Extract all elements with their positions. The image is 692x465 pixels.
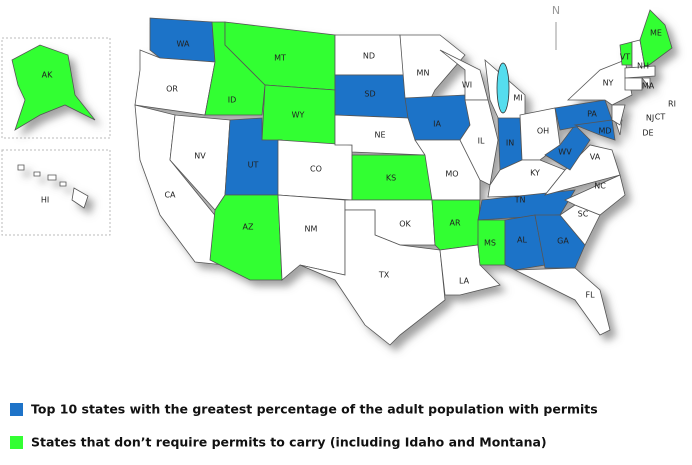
state xyxy=(624,77,643,91)
state-label: HI xyxy=(41,196,49,205)
state-label: SD xyxy=(364,90,375,99)
legend: Top 10 states with the greatest percenta… xyxy=(10,402,598,450)
state-label: MT xyxy=(274,54,286,63)
state-label: KY xyxy=(530,169,540,178)
state-label: NY xyxy=(603,79,614,88)
state xyxy=(11,44,96,131)
state-label: OH xyxy=(537,127,549,136)
state-label: DE xyxy=(642,129,653,138)
state xyxy=(641,77,651,90)
state-label: NC xyxy=(594,182,606,191)
state-label: MS xyxy=(484,239,496,248)
state xyxy=(534,214,586,269)
state-label: RI xyxy=(668,100,676,109)
hawaii-inset xyxy=(1,149,111,236)
state-label: LA xyxy=(459,277,470,286)
state xyxy=(17,164,89,209)
state xyxy=(504,214,546,271)
state-label: UT xyxy=(248,161,259,170)
state-label: WV xyxy=(558,148,572,157)
legend-label: States that don’t require permits to car… xyxy=(31,435,547,450)
legend-swatch xyxy=(10,436,23,449)
state xyxy=(477,219,506,266)
state-label: KS xyxy=(386,174,396,183)
state xyxy=(566,59,633,106)
state-label: AR xyxy=(449,219,460,228)
state-label: NH xyxy=(637,62,649,71)
legend-swatch xyxy=(10,403,23,416)
state-label: VA xyxy=(590,153,601,162)
state xyxy=(544,124,591,171)
state-label: VT xyxy=(620,53,630,62)
state-label: IN xyxy=(506,139,514,148)
state-label: OR xyxy=(166,85,178,94)
state-label: AK xyxy=(42,71,53,80)
alaska-inset xyxy=(1,37,111,139)
lake-michigan xyxy=(496,62,510,114)
state-label: IL xyxy=(478,137,485,146)
state-label: ND xyxy=(363,52,375,61)
state-label: WY xyxy=(292,111,305,120)
state xyxy=(487,159,566,198)
state-label: NM xyxy=(305,225,318,234)
state-label: PA xyxy=(587,110,597,119)
state-label: FL xyxy=(585,291,595,300)
state xyxy=(573,119,616,141)
state-label: CO xyxy=(310,165,322,174)
state-label: AL xyxy=(517,236,527,245)
state-label: MO xyxy=(445,170,458,179)
state-label: MN xyxy=(417,69,430,78)
state-label: CA xyxy=(164,191,176,200)
legend-label: Top 10 states with the greatest percenta… xyxy=(31,402,598,417)
compass-label: N xyxy=(552,4,560,17)
state-label: CT xyxy=(655,113,666,122)
state-label: MD xyxy=(598,127,611,136)
state-label: OK xyxy=(399,220,411,229)
state xyxy=(209,194,283,281)
state-label: MA xyxy=(642,82,655,91)
state-label: ME xyxy=(650,29,662,38)
state-label: NJ xyxy=(646,114,654,123)
states xyxy=(11,9,673,346)
compass: N xyxy=(552,4,560,50)
state-label: NV xyxy=(194,152,206,161)
state-label: TN xyxy=(514,196,526,205)
state-label: SC xyxy=(578,210,589,219)
state xyxy=(404,94,471,141)
state-label: GA xyxy=(557,237,569,246)
state-label: NE xyxy=(374,131,385,140)
state xyxy=(624,65,656,79)
state-label: IA xyxy=(433,120,441,129)
state xyxy=(299,209,446,346)
state xyxy=(564,174,626,216)
state-label: TX xyxy=(378,271,390,280)
state-label: WI xyxy=(462,81,472,90)
state xyxy=(611,104,626,126)
state-label: AZ xyxy=(243,223,254,232)
state-label: ID xyxy=(228,96,237,105)
state xyxy=(399,34,466,101)
state xyxy=(514,267,611,336)
state-label: WA xyxy=(177,40,190,49)
state xyxy=(459,99,499,186)
state-label: MI xyxy=(513,94,522,103)
state xyxy=(639,9,673,69)
state xyxy=(543,144,621,196)
